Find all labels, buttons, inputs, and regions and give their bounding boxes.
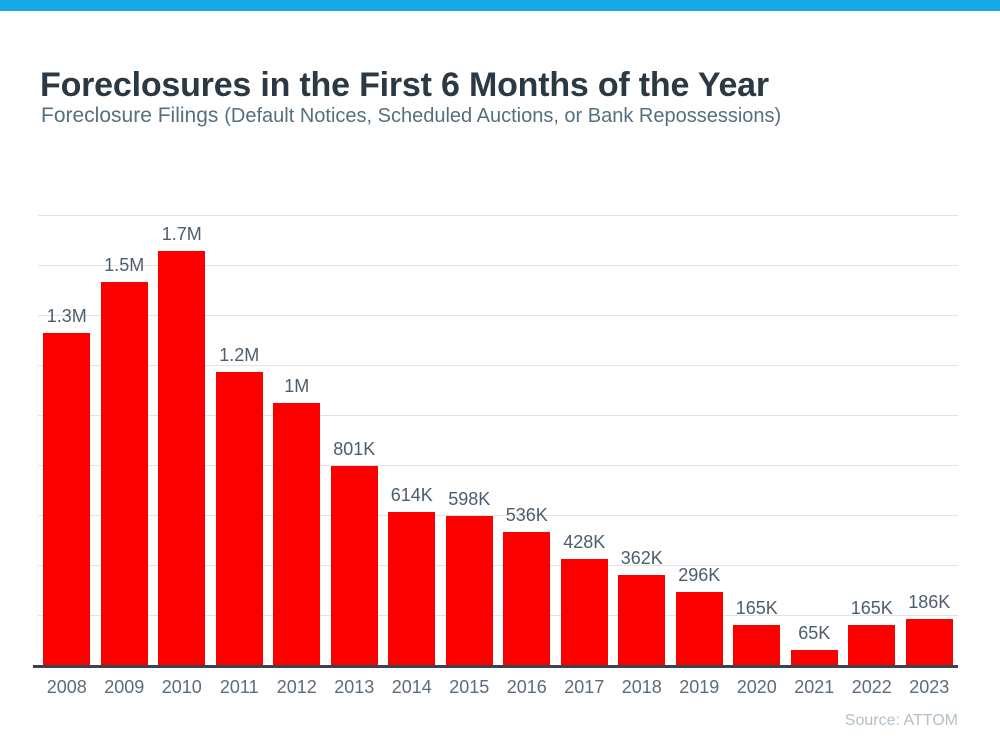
bar-chart: 1.3M 1.5M 1.7M 1.2M 1M 801K 614K 598K 536K 428K 36… xyxy=(38,215,958,666)
bar-2008 xyxy=(43,333,91,666)
top-accent-bar xyxy=(0,0,1000,11)
bar-group-2016: 536K xyxy=(498,216,556,666)
subtitle-main: Foreclosure Filings xyxy=(41,104,219,127)
x-axis-label-2013: 2013 xyxy=(334,677,375,697)
bar-group-2010: 1.7M xyxy=(153,216,211,666)
bar-value-label: 1.7M xyxy=(161,224,202,244)
x-axis-label-2011: 2011 xyxy=(219,677,259,697)
page-title: Foreclosures in the First 6 Months of th… xyxy=(40,65,769,104)
gridline xyxy=(38,215,958,216)
x-axis-label-2023: 2023 xyxy=(909,677,950,697)
x-axis-label-2018: 2018 xyxy=(621,677,662,697)
bar-2020 xyxy=(733,625,781,666)
bar-group-2018: 362K xyxy=(613,216,671,666)
x-axis-label-2009: 2009 xyxy=(104,677,145,697)
bar-group-2009: 1.5M xyxy=(96,216,154,666)
bar-value-label: 186K xyxy=(908,592,951,612)
bar-group-2017: 428K xyxy=(556,216,614,666)
x-axis-label-2016: 2016 xyxy=(506,677,547,697)
bar-group-2011: 1.2M xyxy=(211,216,269,666)
chart-subtitle: Foreclosure Filings (Default Notices, Sc… xyxy=(41,104,781,128)
bar-group-2014: 614K xyxy=(383,216,441,666)
bar-group-2021: 65K xyxy=(786,216,844,666)
bar-group-2015: 598K xyxy=(441,216,499,666)
gridline xyxy=(38,565,958,566)
bar-2018 xyxy=(618,575,666,666)
bar-group-2013: 801K xyxy=(326,216,384,666)
bar-group-2019: 296K xyxy=(671,216,729,666)
source-caption: Source: ATTOM xyxy=(844,712,958,729)
gridline xyxy=(38,615,958,616)
bar-value-label: 65K xyxy=(798,623,831,643)
x-axis-label-2010: 2010 xyxy=(161,677,202,697)
bar-group-2020: 165K xyxy=(728,216,786,666)
bar-value-label: 1.5M xyxy=(104,255,145,275)
bar-2014 xyxy=(388,512,436,666)
x-axis-label-2014: 2014 xyxy=(391,677,432,697)
subtitle-parenthetical: (Default Notices, Scheduled Auctions, or… xyxy=(224,105,782,127)
bar-group-2012: 1M xyxy=(268,216,326,666)
gridline xyxy=(38,265,958,266)
bar-value-label: 536K xyxy=(505,505,548,525)
bar-value-label: 1.2M xyxy=(219,345,260,365)
x-axis-label-2012: 2012 xyxy=(276,677,317,697)
bar-2011 xyxy=(215,372,263,666)
gridline xyxy=(38,315,958,316)
bar-2013 xyxy=(330,466,378,666)
gridline xyxy=(38,465,958,466)
bar-value-label: 165K xyxy=(735,598,778,618)
bar-group-2008: 1.3M xyxy=(38,216,96,666)
x-axis-label-2022: 2022 xyxy=(851,677,892,697)
gridline xyxy=(38,515,958,517)
bar-value-label: 1.3M xyxy=(46,306,87,326)
x-axis-label-2021: 2021 xyxy=(794,677,835,697)
bar-value-label: 1M xyxy=(284,376,310,396)
bar-2009 xyxy=(100,282,148,666)
bar-value-label: 362K xyxy=(620,548,663,568)
x-axis-labels: 2008 2009 2010 2011 2012 2013 2014 2015 2016 2017… xyxy=(38,677,958,698)
gridline xyxy=(38,415,958,416)
bar-value-label: 296K xyxy=(678,565,721,585)
bar-2023 xyxy=(905,619,953,666)
bar-group-2022: 165K xyxy=(843,216,901,666)
bar-value-label: 801K xyxy=(333,439,376,459)
x-axis-label-2015: 2015 xyxy=(449,677,490,697)
x-axis-label-2008: 2008 xyxy=(46,677,87,697)
bar-2012 xyxy=(273,403,321,666)
bars-layer: 1.3M 1.5M 1.7M 1.2M 1M 801K 614K 598K 536K 428K 36… xyxy=(38,216,958,666)
bar-2022 xyxy=(848,625,896,666)
bar-value-label: 428K xyxy=(563,532,606,552)
bar-2019 xyxy=(675,592,723,666)
bar-value-label: 598K xyxy=(448,489,491,509)
bar-value-label: 165K xyxy=(850,598,893,618)
bar-2021 xyxy=(790,650,838,666)
bar-2017 xyxy=(560,559,608,666)
bar-2010 xyxy=(158,251,206,666)
x-axis-label-2017: 2017 xyxy=(564,677,605,697)
bar-group-2023: 186K xyxy=(901,216,959,666)
x-axis-label-2020: 2020 xyxy=(736,677,777,697)
x-axis-line xyxy=(33,665,958,668)
gridline xyxy=(38,365,958,367)
bar-value-label: 614K xyxy=(390,485,433,505)
bar-2016 xyxy=(503,532,551,666)
x-axis-label-2019: 2019 xyxy=(679,677,720,697)
bar-2015 xyxy=(445,516,493,666)
